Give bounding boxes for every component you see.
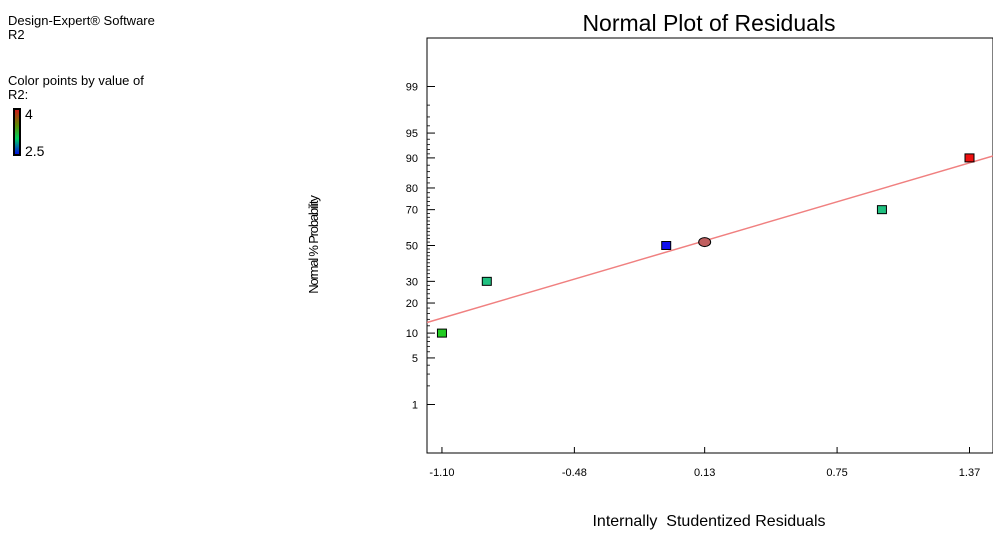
color-scale-high-label: 4	[25, 106, 33, 122]
x-tick-label: 1.37	[959, 467, 980, 479]
color-by-response-label: R2:	[8, 87, 29, 102]
y-tick-label: 20	[406, 298, 418, 310]
y-tick-label: 10	[406, 328, 418, 340]
chart-title: Normal Plot of Residuals	[582, 10, 835, 36]
x-tick-label: -1.10	[429, 467, 454, 479]
y-tick-label: 90	[406, 153, 418, 165]
y-tick-label: 95	[406, 128, 418, 140]
x-tick-label: 0.13	[694, 467, 715, 479]
x-tick-label: 0.75	[826, 467, 847, 479]
y-tick-label: 50	[406, 241, 418, 253]
data-point	[436, 328, 447, 338]
x-axis-label: Internally Studentized Residuals	[592, 513, 825, 530]
y-minor-ticks	[427, 104, 430, 387]
x-tick-label: -0.48	[562, 467, 587, 479]
y-tick-label: 80	[406, 183, 418, 195]
data-point	[661, 241, 672, 250]
data-point-highlight	[698, 237, 712, 248]
color-by-label: Color points by value of	[8, 73, 144, 88]
color-scale-low-label: 2.5	[25, 143, 45, 159]
y-tick-label: 5	[412, 353, 418, 365]
x-axis-ticks: -1.10 -0.48 0.13 0.75 1.37	[429, 447, 980, 479]
data-point	[876, 205, 887, 215]
color-scale-bar	[13, 108, 21, 156]
y-axis-label: Normal % Probability	[306, 195, 321, 294]
y-tick-label: 30	[406, 276, 418, 288]
data-point	[481, 276, 492, 286]
y-axis-ticks: 1 5 10 20 30 50 70 80 90 95 99	[406, 81, 435, 412]
plot-area	[426, 37, 993, 454]
data-points	[436, 153, 975, 338]
response-label: R2	[8, 27, 25, 42]
software-label: Design-Expert® Software	[8, 13, 155, 28]
data-point	[964, 153, 975, 163]
y-tick-label: 1	[412, 400, 418, 412]
y-tick-label: 70	[406, 205, 418, 217]
y-tick-label: 99	[406, 81, 418, 93]
